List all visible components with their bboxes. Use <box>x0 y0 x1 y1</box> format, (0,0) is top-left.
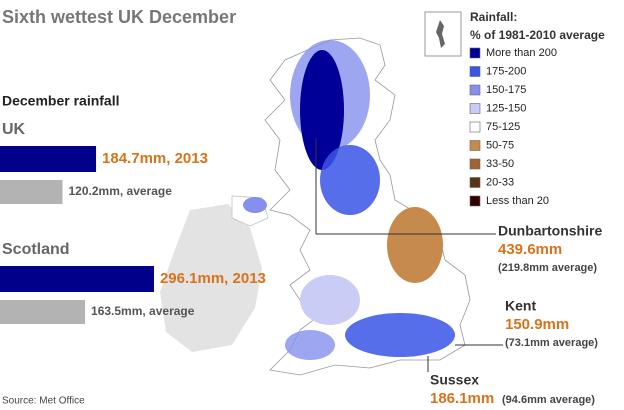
callout-place: Sussex <box>430 372 479 388</box>
ireland <box>160 204 262 352</box>
legend-swatch <box>469 177 481 188</box>
rain-area <box>320 145 380 215</box>
bar <box>0 300 86 324</box>
legend-swatch <box>469 121 481 133</box>
legend-label: 75-125 <box>486 121 520 133</box>
callout-amount: 439.6mm <box>498 241 562 258</box>
bar-label: 163.5mm, average <box>91 304 195 318</box>
legend-swatch <box>469 103 481 114</box>
legend-swatch <box>469 140 481 151</box>
legend-label: 175-200 <box>486 65 526 77</box>
callout-average: (219.8mm average) <box>498 262 597 274</box>
legend-swatch <box>469 66 481 77</box>
rain-area <box>345 313 455 357</box>
legend-swatch <box>469 195 481 207</box>
bar-label: 296.1mm, 2013 <box>160 270 266 287</box>
callout-amount: 150.9mm <box>505 316 569 333</box>
rain-area <box>300 275 360 325</box>
region-label: UK <box>2 121 26 138</box>
callout-average: (73.1mm average) <box>505 337 598 349</box>
legend-label: 33-50 <box>486 158 514 170</box>
legend-label: 50-75 <box>486 139 514 151</box>
bar <box>0 266 154 292</box>
callout-amount: 186.1mm <box>430 390 494 407</box>
legend-title: Rainfall: <box>470 10 517 24</box>
legend-swatch <box>469 47 481 59</box>
legend: More than 200 175-200 150-175 125-150 75-125… <box>469 47 557 207</box>
legend-inset <box>424 11 462 57</box>
rain-area <box>285 330 335 360</box>
region-label: Scotland <box>2 241 70 258</box>
map <box>160 37 503 376</box>
legend-subtitle: % of 1981-2010 average <box>470 28 605 42</box>
subtitle: December rainfall <box>2 93 120 109</box>
rain-area <box>387 207 443 283</box>
callout-place: Kent <box>505 298 536 314</box>
legend-swatch <box>469 158 481 170</box>
bar-groups: UK 184.7mm, 2013 120.2mm, average Scotland 2… <box>0 121 266 324</box>
shetland <box>436 20 445 48</box>
bar-label: 120.2mm, average <box>69 184 173 198</box>
rain-area <box>243 197 267 213</box>
rain-area <box>300 50 344 170</box>
bar <box>0 180 63 204</box>
legend-label: 150-175 <box>486 84 526 96</box>
bar-label: 184.7mm, 2013 <box>102 150 208 167</box>
legend-label: 125-150 <box>486 102 526 114</box>
title: Sixth wettest UK December <box>2 7 236 27</box>
legend-swatch <box>469 84 481 96</box>
source: Source: Met Office <box>2 396 85 407</box>
legend-label: 20-33 <box>486 176 514 188</box>
legend-label: More than 200 <box>486 47 557 59</box>
callout-place: Dunbartonshire <box>498 223 602 239</box>
bar <box>0 146 97 172</box>
callout-average: (94.6mm average) <box>502 394 595 406</box>
legend-label: Less than 20 <box>486 195 549 207</box>
